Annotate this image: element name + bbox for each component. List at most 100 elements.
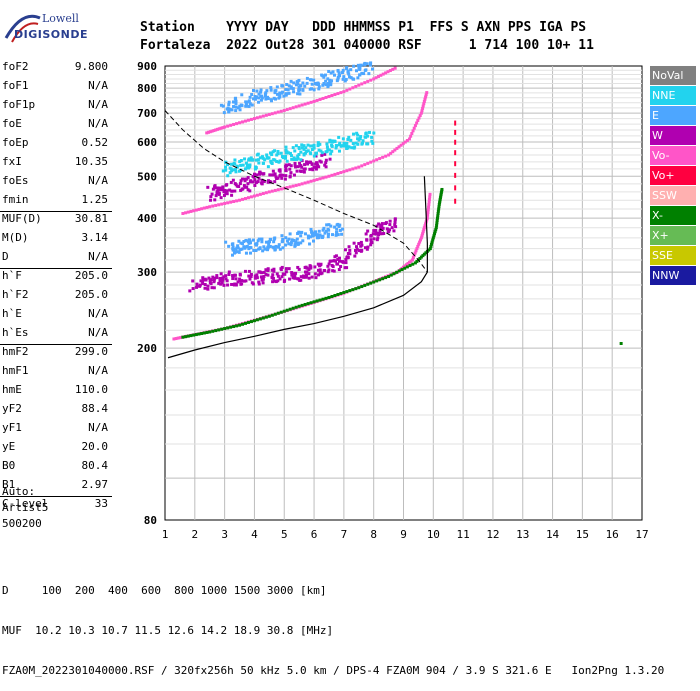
echo-pixel (278, 277, 282, 281)
param-row: fxI 10.35 (0, 153, 112, 172)
echo-pixel (439, 194, 443, 198)
echo-pixel (307, 160, 311, 164)
echo-pixel (273, 188, 277, 192)
echo-pixel (287, 267, 291, 271)
echo-pixel (410, 131, 414, 135)
echo-pixel (454, 198, 457, 204)
echo-pixel (454, 172, 457, 178)
echo-pixel (423, 97, 427, 101)
echo-pixel (411, 256, 415, 260)
echo-pixel (231, 277, 235, 281)
echo-pixel (291, 272, 295, 276)
echo-pixel (403, 266, 407, 270)
echo-pixel (298, 161, 302, 165)
echo-pixel (409, 134, 413, 138)
echo-pixel (419, 111, 423, 115)
echo-pixel (299, 234, 303, 238)
echo-pixel (295, 237, 299, 241)
echo-pixel (184, 211, 188, 215)
echo-pixel (217, 281, 221, 285)
echo-pixel (270, 153, 274, 157)
echo-pixel (279, 151, 283, 155)
echo-pixel (227, 244, 231, 248)
echo-pixel (211, 204, 215, 208)
echo-pixel (254, 158, 258, 162)
echo-pixel (332, 73, 336, 77)
echo-pixel (438, 201, 442, 205)
param-label: MUF(D) (2, 212, 42, 225)
echo-pixel (310, 148, 314, 152)
param-separator (0, 496, 112, 497)
echo-pixel (337, 143, 341, 147)
logo-swoosh-icon (4, 14, 41, 43)
echo-pixel (229, 325, 233, 329)
echo-pixel (424, 222, 428, 226)
echo-pixel (314, 231, 318, 235)
echo-pixel (281, 246, 285, 250)
echo-pixel (433, 232, 437, 236)
echo-pixel (328, 140, 332, 144)
echo-pixel (201, 278, 205, 282)
echo-pixel (248, 95, 252, 99)
legend-item: NNW (650, 266, 696, 285)
echo-pixel (362, 72, 366, 76)
echo-pixel (209, 198, 213, 202)
echo-pixel (337, 224, 341, 228)
echo-pixel (312, 146, 316, 150)
echo-pixel (277, 245, 281, 249)
echo-pixel (411, 262, 415, 266)
echo-pixel (294, 105, 298, 109)
echo-pixel (413, 251, 417, 255)
echo-pixel (326, 235, 330, 239)
echo-pixel (253, 178, 257, 182)
echo-pixel (291, 306, 295, 310)
echo-pixel (337, 268, 341, 272)
echo-pixel (291, 87, 295, 91)
echo-pixel (430, 240, 434, 244)
echo-pixel (372, 237, 376, 241)
echo-pixel (248, 165, 252, 169)
param-label: hmF2 (2, 345, 29, 358)
echo-pixel (326, 264, 330, 268)
echo-pixel (312, 78, 316, 82)
echo-pixel (300, 303, 304, 307)
echo-pixel (332, 259, 336, 263)
echo-pixel (318, 268, 322, 272)
x-tick-label: 5 (281, 528, 288, 541)
echo-pixel (248, 251, 252, 255)
echo-pixel (174, 337, 178, 341)
echo-pixel (351, 77, 355, 81)
echo-pixel (297, 146, 301, 150)
echo-pixel (306, 162, 310, 166)
echo-pixel (259, 98, 263, 102)
echo-pixel (278, 94, 282, 98)
echo-pixel (284, 93, 288, 97)
echo-pixel (253, 183, 257, 187)
echo-pixel (258, 115, 262, 119)
echo-pixel (244, 104, 248, 108)
echo-pixel (354, 248, 358, 252)
echo-pixel (214, 128, 218, 132)
echo-pixel (251, 158, 255, 162)
echo-pixel (227, 100, 231, 104)
echo-pixel (229, 123, 233, 127)
echo-pixel (260, 155, 264, 159)
param-row: C-level 33 (0, 495, 112, 514)
echo-pixel (434, 228, 438, 232)
echo-pixel (241, 242, 245, 246)
param-label: yF1 (2, 421, 22, 434)
echo-pixel (227, 272, 231, 276)
echo-pixel (245, 163, 249, 167)
echo-pixel (300, 103, 304, 107)
param-label: foEp (2, 136, 29, 149)
echo-pixel (381, 155, 385, 159)
echo-pixel (244, 102, 248, 106)
x-tick-label: 16 (606, 528, 619, 541)
echo-pixel (388, 223, 392, 227)
echo-pixel (374, 76, 378, 80)
echo-pixel (264, 191, 268, 195)
echo-pixel (225, 107, 229, 111)
echo-pixel (284, 267, 288, 271)
echo-pixel (303, 302, 307, 306)
echo-pixel (330, 139, 334, 143)
